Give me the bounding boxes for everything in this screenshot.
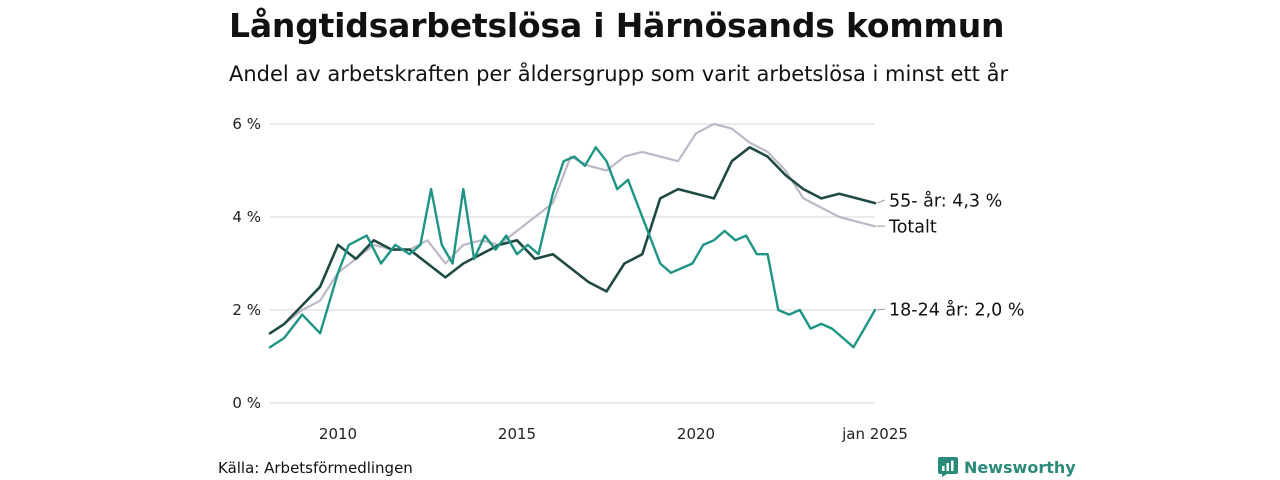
x-tick-label: 2010	[319, 425, 357, 443]
chart-subtitle: Andel av arbetskraften per åldersgrupp s…	[229, 62, 1009, 86]
series-label: 55- år: 4,3 %	[889, 191, 1002, 212]
chart-title: Långtidsarbetslösa i Härnösands kommun	[229, 6, 1005, 45]
series-lines	[268, 122, 877, 349]
y-tick-label: 4 %	[232, 208, 261, 226]
source-note: Källa: Arbetsförmedlingen	[218, 459, 413, 477]
brand-name: Newsworthy	[964, 457, 1076, 477]
series-line	[268, 146, 877, 335]
y-axis-ticks: 0 % 2 % 4 % 6 %	[232, 115, 261, 412]
grid-lines	[270, 123, 875, 404]
series-labels: Totalt 55- år: 4,3 % 18-24 år: 2,0 %	[876, 191, 1025, 321]
series-line	[268, 146, 877, 349]
label-connector	[876, 308, 886, 311]
brand-logo: Newsworthy	[938, 457, 1076, 477]
label-connector	[876, 199, 886, 204]
y-tick-label: 6 %	[232, 115, 261, 133]
x-tick-label: jan 2025	[841, 425, 908, 443]
x-axis-ticks: 2010 2015 2020 jan 2025	[319, 425, 908, 443]
x-tick-label: 2020	[677, 425, 715, 443]
x-tick-label: 2015	[498, 425, 536, 443]
newsworthy-icon	[938, 457, 958, 477]
y-tick-label: 0 %	[232, 394, 261, 412]
series-line	[268, 122, 877, 335]
series-label: 18-24 år: 2,0 %	[889, 300, 1025, 321]
y-tick-label: 2 %	[232, 301, 261, 319]
series-label: Totalt	[888, 218, 937, 238]
